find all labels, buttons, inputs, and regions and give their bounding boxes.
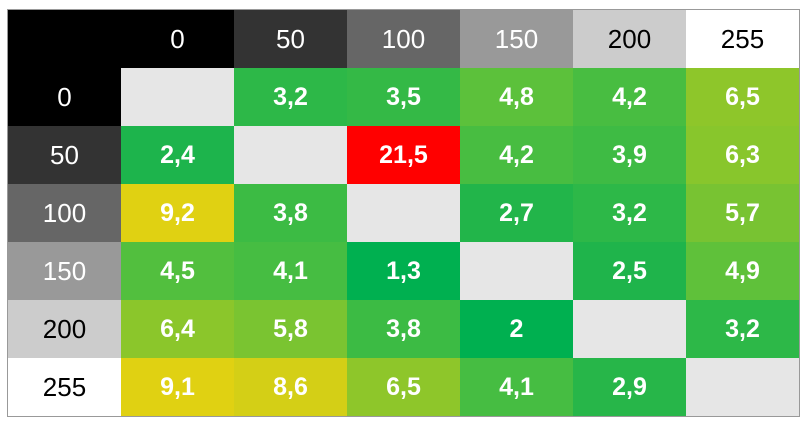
empty-cell xyxy=(573,300,686,358)
value-cell: 1,3 xyxy=(347,242,460,300)
row-header: 255 xyxy=(8,358,121,416)
value-cell: 4,5 xyxy=(121,242,234,300)
row-header: 150 xyxy=(8,242,121,300)
column-header: 200 xyxy=(573,10,686,68)
column-header: 255 xyxy=(686,10,799,68)
value-cell: 2,4 xyxy=(121,126,234,184)
row-header: 200 xyxy=(8,300,121,358)
value-cell: 5,7 xyxy=(686,184,799,242)
column-header: 150 xyxy=(460,10,573,68)
value-cell: 2 xyxy=(460,300,573,358)
value-cell: 3,8 xyxy=(234,184,347,242)
value-cell: 5,8 xyxy=(234,300,347,358)
value-cell: 6,3 xyxy=(686,126,799,184)
row-header: 100 xyxy=(8,184,121,242)
value-cell: 3,2 xyxy=(686,300,799,358)
value-cell: 2,5 xyxy=(573,242,686,300)
empty-cell xyxy=(686,358,799,416)
value-cell: 4,1 xyxy=(234,242,347,300)
value-cell: 6,5 xyxy=(686,68,799,126)
empty-cell xyxy=(347,184,460,242)
value-cell: 9,2 xyxy=(121,184,234,242)
empty-cell xyxy=(121,68,234,126)
value-cell: 3,2 xyxy=(234,68,347,126)
value-cell: 3,2 xyxy=(573,184,686,242)
value-cell: 6,5 xyxy=(347,358,460,416)
value-cell: 6,4 xyxy=(121,300,234,358)
value-cell: 3,5 xyxy=(347,68,460,126)
empty-cell xyxy=(234,126,347,184)
value-cell: 8,6 xyxy=(234,358,347,416)
value-cell: 21,5 xyxy=(347,126,460,184)
value-cell: 4,2 xyxy=(573,68,686,126)
column-header: 100 xyxy=(347,10,460,68)
empty-cell xyxy=(460,242,573,300)
value-cell: 2,7 xyxy=(460,184,573,242)
value-cell: 3,8 xyxy=(347,300,460,358)
row-header: 0 xyxy=(8,68,121,126)
value-cell: 9,1 xyxy=(121,358,234,416)
value-cell: 2,9 xyxy=(573,358,686,416)
value-cell: 4,1 xyxy=(460,358,573,416)
column-header: 50 xyxy=(234,10,347,68)
column-header: 0 xyxy=(121,10,234,68)
value-cell: 4,9 xyxy=(686,242,799,300)
value-cell: 3,9 xyxy=(573,126,686,184)
matrix-table: 0 50 100 150 200 255 0 3,2 3,5 4,8 4,2 6,5 50 2,4 21,5… xyxy=(7,9,800,417)
row-header: 50 xyxy=(8,126,121,184)
corner-cell xyxy=(8,10,121,68)
value-cell: 4,2 xyxy=(460,126,573,184)
value-cell: 4,8 xyxy=(460,68,573,126)
